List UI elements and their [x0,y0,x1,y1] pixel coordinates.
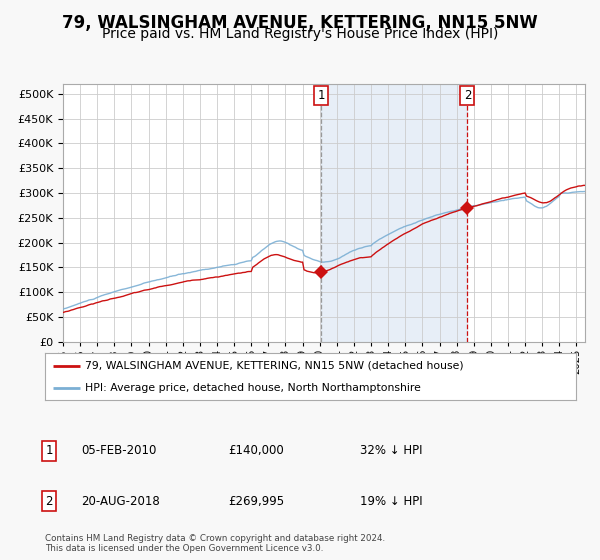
Text: 1: 1 [317,89,325,102]
Text: £269,995: £269,995 [228,494,284,508]
Text: 79, WALSINGHAM AVENUE, KETTERING, NN15 5NW (detached house): 79, WALSINGHAM AVENUE, KETTERING, NN15 5… [85,361,463,371]
Text: 20-AUG-2018: 20-AUG-2018 [81,494,160,508]
Text: Contains HM Land Registry data © Crown copyright and database right 2024.
This d: Contains HM Land Registry data © Crown c… [45,534,385,553]
Text: Price paid vs. HM Land Registry's House Price Index (HPI): Price paid vs. HM Land Registry's House … [102,27,498,41]
Text: 79, WALSINGHAM AVENUE, KETTERING, NN15 5NW: 79, WALSINGHAM AVENUE, KETTERING, NN15 5… [62,14,538,32]
Text: HPI: Average price, detached house, North Northamptonshire: HPI: Average price, detached house, Nort… [85,382,421,393]
Text: £140,000: £140,000 [228,444,284,458]
Text: 2: 2 [464,89,471,102]
Text: 32% ↓ HPI: 32% ↓ HPI [360,444,422,458]
Text: 05-FEB-2010: 05-FEB-2010 [81,444,157,458]
Text: 2: 2 [46,494,53,508]
Bar [321,84,467,342]
Text: 19% ↓ HPI: 19% ↓ HPI [360,494,422,508]
Text: 1: 1 [46,444,53,458]
